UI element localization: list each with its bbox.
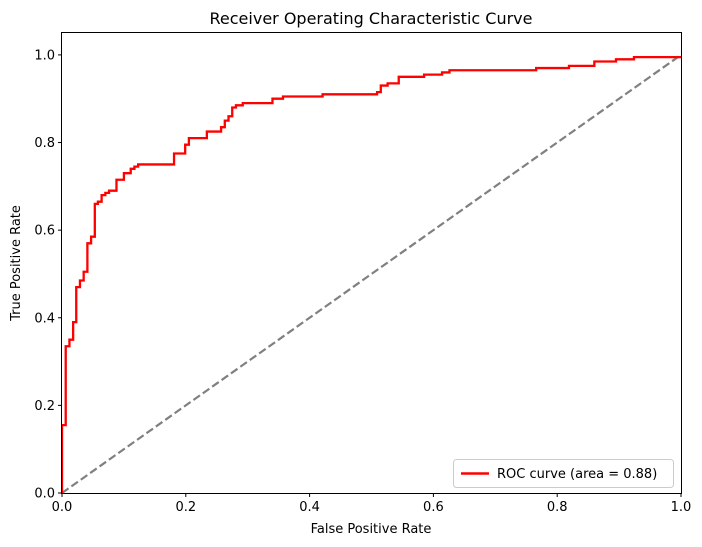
y-tick-label: 1.0 [34, 48, 55, 63]
roc-curve-line [62, 55, 681, 493]
x-tick-label: 1.0 [671, 500, 692, 515]
legend-label-roc: ROC curve (area = 0.88) [497, 467, 657, 482]
y-axis-label: True Positive Rate [9, 205, 24, 322]
axes-frame [61, 32, 682, 494]
y-axis: 0.0 0.2 0.4 0.6 0.8 1.0 [34, 48, 62, 502]
legend-box [453, 459, 674, 488]
y-tick-label: 0.2 [34, 399, 55, 414]
x-axis-label: False Positive Rate [311, 522, 432, 537]
x-tick-label: 0.0 [52, 500, 73, 515]
legend: ROC curve (area = 0.88) [453, 459, 674, 488]
y-tick-label: 0.8 [34, 136, 55, 151]
x-tick-label: 0.2 [175, 500, 196, 515]
y-tick-label: 0.4 [34, 311, 55, 326]
x-tick-label: 0.6 [423, 500, 444, 515]
x-tick-label: 0.4 [299, 500, 320, 515]
x-axis: 0.0 0.2 0.4 0.6 0.8 1.0 [52, 493, 692, 515]
chart-title: Receiver Operating Characteristic Curve [210, 9, 533, 28]
x-tick-label: 0.8 [547, 500, 568, 515]
y-tick-label: 0.0 [34, 487, 55, 502]
y-tick-label: 0.6 [34, 224, 55, 239]
plot-area [62, 54, 681, 493]
